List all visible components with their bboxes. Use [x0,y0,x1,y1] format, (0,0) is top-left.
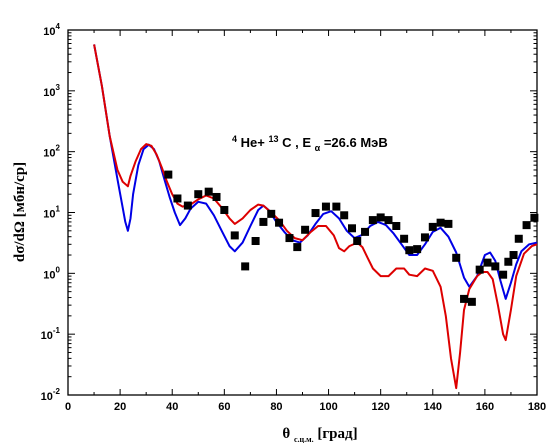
data-point [413,245,422,254]
data-point [444,219,453,228]
data-point [460,294,469,303]
data-point [173,194,182,203]
plot-frame [67,29,538,396]
data-point [285,234,294,243]
y-tick-label: 10-2 [41,387,61,403]
y-tick-label: 103 [43,83,60,99]
data-point [405,246,414,255]
data-point [332,202,341,211]
data-point [251,237,260,246]
data-point [241,262,250,271]
data-point [376,213,385,222]
annot-nucleus: C [282,135,292,150]
data-point [267,209,276,218]
data-point [212,192,221,201]
data-point [499,270,508,279]
x-tick-labels: 0 20 40 60 80 100 120 140 160 180 [65,401,546,413]
data-point [504,257,513,266]
y-axis-title: dσ/dΩ [мбн/ср] [12,162,28,262]
annot-target: He+ [241,135,266,150]
annot-energy-label: , E [295,135,311,150]
y-tick-labels: 10-2 10-1 100 101 102 103 104 [41,22,61,403]
y-tick-label: 102 [43,144,60,160]
x-tick-label: 120 [371,401,389,413]
data-point [384,216,393,225]
x-axis-title-main: θ [282,426,290,442]
y-tick-label: 10-1 [41,326,61,342]
data-points [164,170,539,306]
annot-energy-value: =26.6 МэВ [324,135,388,150]
data-point [392,221,401,230]
data-point [475,265,484,274]
x-tick-label: 100 [319,401,337,413]
data-point [220,205,229,214]
x-tick-label: 40 [166,401,178,413]
data-point [368,216,377,225]
data-point [467,297,476,306]
x-tick-label: 60 [218,401,230,413]
data-point [259,217,268,226]
data-point [483,258,492,267]
data-point [321,202,330,211]
data-point [301,225,310,234]
data-point [164,170,173,179]
annot-target-mass: 4 [232,134,237,144]
data-point [522,221,531,230]
x-axis-title-sub: c.ц.м. [294,435,314,443]
data-point [509,251,518,260]
x-tick-label: 180 [528,401,546,413]
data-point [436,218,445,227]
data-point [400,234,409,243]
x-tick-label: 140 [424,401,442,413]
data-point [194,190,203,199]
data-point [361,227,370,236]
axis-ticks [67,29,538,396]
annot-nucleus-mass: 13 [268,134,278,144]
data-point [340,211,349,220]
data-point [204,187,213,196]
data-point [353,237,362,246]
x-axis-title: θ c.ц.м. [град] [282,426,357,443]
x-axis-title-units: [град] [317,426,357,442]
data-point [183,201,192,210]
data-point [452,253,461,262]
x-tick-label: 160 [476,401,494,413]
x-tick-label: 80 [270,401,282,413]
y-tick-label: 101 [43,205,60,221]
data-point [230,231,239,240]
data-point [275,218,284,227]
data-point [348,224,357,233]
data-point [293,243,302,252]
annot-energy-sub: α [315,143,321,153]
data-point [311,209,320,218]
y-tick-label: 100 [43,265,60,281]
model-curve [93,44,538,300]
data-point [514,234,523,243]
data-point [530,213,539,222]
x-tick-label: 0 [65,401,71,413]
data-point [420,233,429,242]
model-curve [93,44,538,390]
y-tick-label: 104 [43,22,60,38]
data-point [491,262,500,271]
data-point [428,222,437,231]
chart-annotation: 4 He+ 13 C , E α =26.6 МэВ [232,130,388,154]
model-curves [93,44,538,390]
x-tick-label: 20 [114,401,126,413]
